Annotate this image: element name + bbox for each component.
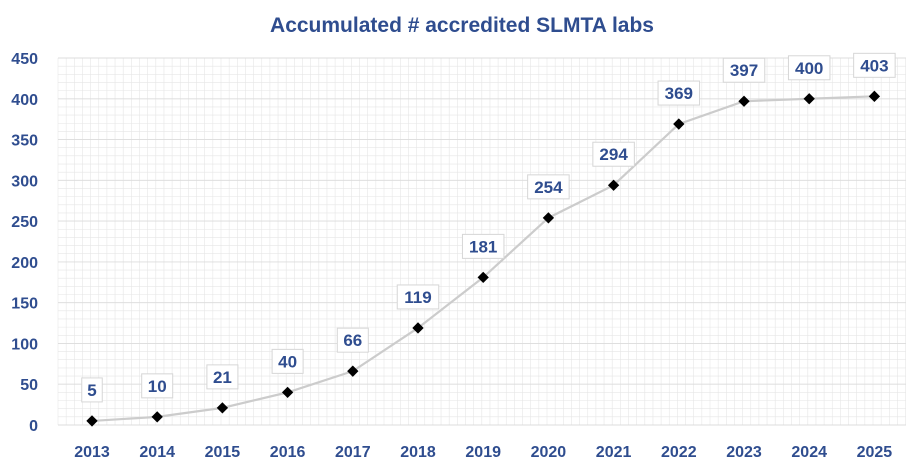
data-label: 21 — [213, 368, 232, 387]
x-tick-label: 2020 — [531, 444, 567, 461]
data-label-box — [787, 55, 831, 81]
x-tick-label: 2018 — [400, 444, 436, 461]
y-tick-label: 400 — [11, 92, 38, 109]
x-tick-label: 2022 — [661, 444, 697, 461]
data-point-marker — [151, 411, 163, 423]
data-point-marker — [347, 365, 359, 377]
data-point-marker — [412, 322, 424, 334]
data-label-box — [271, 348, 304, 374]
data-label-box — [657, 80, 701, 106]
data-point-marker — [281, 386, 294, 399]
data-label-box — [527, 174, 570, 200]
y-tick-label: 200 — [11, 255, 38, 272]
data-label-box — [722, 57, 766, 83]
x-tick-label: 2021 — [596, 444, 632, 461]
x-tick-label: 2016 — [270, 444, 306, 461]
data-label-box — [206, 364, 239, 390]
data-label-box — [592, 141, 635, 167]
x-tick-label: 2015 — [205, 444, 241, 461]
data-label: 119 — [404, 288, 431, 307]
x-tick-label: 2017 — [335, 444, 371, 461]
series — [86, 90, 881, 427]
data-label: 369 — [665, 84, 693, 103]
data-label: 5 — [87, 381, 96, 400]
x-tick-label: 2024 — [791, 444, 827, 461]
data-label-box — [81, 377, 103, 403]
data-label: 403 — [860, 56, 888, 75]
y-tick-label: 0 — [29, 418, 38, 435]
data-label: 181 — [469, 237, 497, 256]
data-point-marker — [216, 402, 229, 414]
data-label: 10 — [148, 377, 167, 396]
data-label: 66 — [343, 331, 362, 350]
data-label-box — [141, 373, 174, 399]
chart-title: Accumulated # accredited SLMTA labs — [270, 14, 654, 37]
data-labels: 5 10 21 40 66 119 181 254 294 369 397 400 403 — [81, 52, 896, 403]
data-label: 294 — [599, 145, 628, 164]
y-tick-label: 250 — [11, 214, 38, 231]
data-label: 400 — [795, 59, 823, 78]
x-tick-label: 2019 — [465, 444, 501, 461]
data-point-marker — [477, 271, 489, 284]
data-label-box — [461, 233, 505, 259]
y-tick-label: 300 — [11, 173, 38, 190]
y-tick-label: 350 — [11, 133, 38, 150]
x-tick-label: 2025 — [857, 444, 893, 461]
y-tick-label: 450 — [11, 51, 38, 68]
x-tick-label: 2014 — [139, 444, 175, 461]
y-tick-label: 100 — [11, 336, 38, 353]
data-point-marker — [542, 212, 555, 224]
data-label: 40 — [278, 352, 297, 371]
data-label: 254 — [534, 178, 563, 197]
x-tick-label: 2013 — [74, 444, 110, 461]
y-tick-label: 50 — [20, 377, 38, 394]
data-label-box — [853, 52, 896, 78]
y-tick-label: 150 — [11, 296, 38, 313]
data-point-marker — [607, 179, 620, 191]
x-tick-label: 2023 — [726, 444, 762, 461]
data-label-box — [396, 284, 440, 310]
data-label: 397 — [730, 61, 758, 80]
data-label-box — [336, 327, 369, 353]
